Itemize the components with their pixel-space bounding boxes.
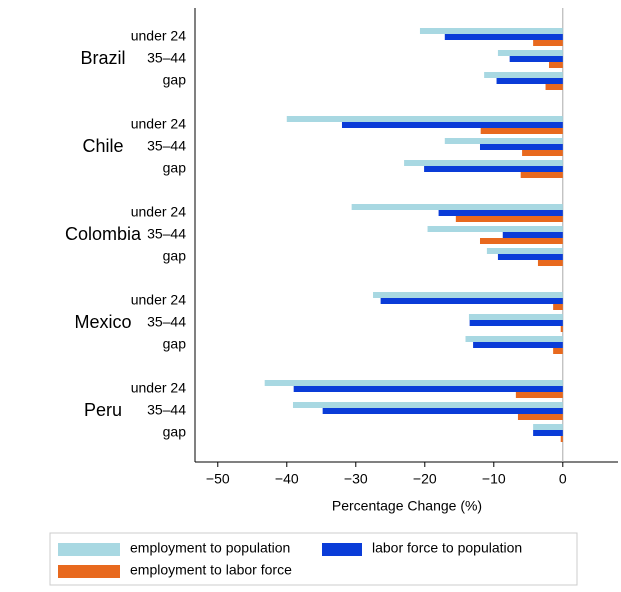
group-label: Colombia — [65, 224, 142, 244]
bar — [545, 84, 563, 90]
bar — [380, 298, 563, 304]
bar — [286, 116, 563, 122]
bar — [537, 260, 563, 266]
category-label: gap — [163, 160, 187, 176]
bar — [351, 204, 563, 210]
bar — [292, 402, 563, 408]
bar — [264, 380, 563, 386]
bar — [438, 210, 563, 216]
bar — [480, 128, 563, 134]
bar — [322, 408, 563, 414]
bar — [479, 144, 563, 150]
bar — [484, 72, 563, 78]
bar — [427, 226, 563, 232]
category-label: 35–44 — [147, 50, 186, 66]
bar — [533, 40, 563, 46]
bar — [293, 386, 563, 392]
bar — [469, 320, 563, 326]
bar — [473, 342, 563, 348]
category-label: gap — [163, 336, 187, 352]
bar — [444, 34, 563, 40]
legend-box — [49, 532, 578, 586]
bar — [522, 150, 563, 156]
bar — [517, 414, 563, 420]
bar — [509, 56, 563, 62]
category-label: 35–44 — [147, 138, 186, 154]
bar — [496, 78, 563, 84]
category-label: 35–44 — [147, 226, 186, 242]
bar — [373, 292, 563, 298]
category-label: gap — [163, 424, 187, 440]
category-label: gap — [163, 248, 187, 264]
category-label: under 24 — [131, 380, 186, 396]
x-tick-label: −50 — [206, 471, 230, 487]
bar — [533, 430, 563, 436]
bar — [502, 232, 563, 238]
category-label: 35–44 — [147, 402, 186, 418]
bar — [497, 254, 563, 260]
category-label: gap — [163, 72, 187, 88]
bar — [468, 314, 563, 320]
legend-label: employment to labor force — [130, 562, 292, 578]
x-tick-label: −30 — [344, 471, 368, 487]
bar — [553, 348, 563, 354]
category-label: under 24 — [131, 292, 186, 308]
bar — [520, 172, 563, 178]
x-tick-label: −20 — [413, 471, 437, 487]
bar — [455, 216, 563, 222]
bar — [548, 62, 563, 68]
category-label: under 24 — [131, 204, 186, 220]
bar — [533, 424, 563, 430]
category-label: under 24 — [131, 28, 186, 44]
x-tick-label: −10 — [482, 471, 506, 487]
bar — [486, 248, 563, 254]
bar — [497, 50, 563, 56]
bar — [479, 238, 563, 244]
bar — [419, 28, 563, 34]
bar — [444, 138, 563, 144]
bar — [515, 392, 563, 398]
bar — [465, 336, 563, 342]
group-label: Chile — [82, 136, 123, 156]
x-tick-label: −40 — [275, 471, 299, 487]
x-tick-label: 0 — [559, 471, 567, 487]
bar — [424, 166, 563, 172]
bar — [341, 122, 563, 128]
legend-swatch — [322, 543, 362, 556]
group-label: Peru — [84, 400, 122, 420]
legend-label: labor force to population — [372, 540, 522, 556]
category-label: under 24 — [131, 116, 186, 132]
legend-swatch — [58, 543, 120, 556]
category-label: 35–44 — [147, 314, 186, 330]
group-label: Mexico — [74, 312, 131, 332]
bar — [404, 160, 563, 166]
legend-swatch — [58, 565, 120, 578]
bar — [553, 304, 563, 310]
group-label: Brazil — [80, 48, 125, 68]
legend-label: employment to population — [130, 540, 290, 556]
x-axis-label: Percentage Change (%) — [332, 498, 482, 514]
bar — [560, 436, 563, 442]
bar — [560, 326, 563, 332]
